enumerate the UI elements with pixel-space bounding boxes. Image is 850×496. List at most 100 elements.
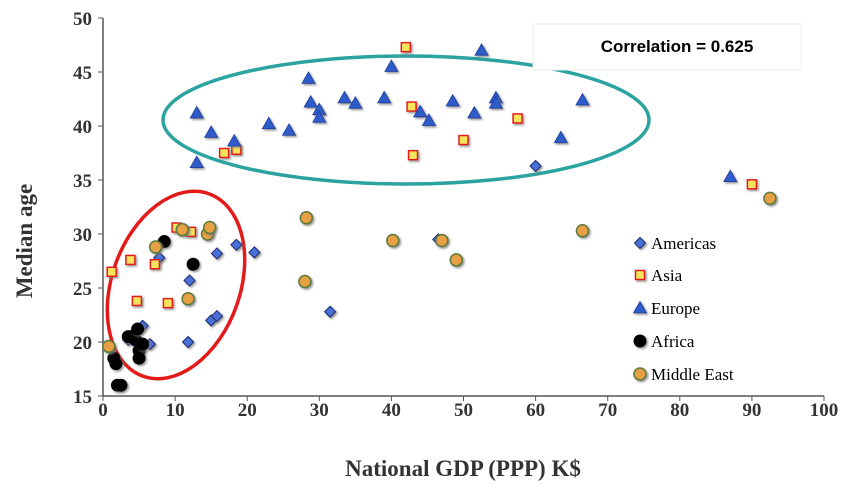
americas-point <box>323 305 337 318</box>
americas-point <box>230 238 243 252</box>
legend-marker-asia <box>634 269 646 281</box>
africa-point <box>136 337 150 351</box>
x-tick-label: 80 <box>670 400 689 421</box>
asia-point <box>162 297 174 309</box>
asia-point <box>746 179 758 190</box>
legend-label-asia: Asia <box>651 266 683 285</box>
europe-point <box>203 125 219 138</box>
middle-east-point <box>386 233 400 248</box>
x-tick-label: 90 <box>742 400 761 421</box>
x-tick-label: 60 <box>526 400 545 421</box>
legend-label-middle-east: Middle East <box>651 365 734 384</box>
middle-east-point <box>299 211 314 225</box>
correlation-annotation: Correlation = 0.625 <box>601 37 754 56</box>
legend: Americas Asia Europe Africa Middle East <box>622 224 765 394</box>
legend-label-africa: Africa <box>651 332 695 351</box>
europe-point <box>261 116 277 130</box>
y-tick-label: 15 <box>73 387 92 408</box>
developing-cluster-ellipse <box>105 189 247 381</box>
asia-point <box>406 101 417 112</box>
legend-marker-europe <box>632 300 648 314</box>
europe-point <box>467 105 482 119</box>
europe-point <box>474 43 489 56</box>
x-tick-label: 10 <box>166 400 185 421</box>
americas-point <box>210 247 224 260</box>
americas-point <box>529 159 542 173</box>
asia-point <box>407 149 419 161</box>
americas-point <box>210 309 224 323</box>
europe-point <box>189 155 204 168</box>
asia-point <box>149 258 161 270</box>
europe-point <box>227 133 242 147</box>
asia-point <box>218 147 230 159</box>
africa-point <box>132 351 146 365</box>
middle-east-point <box>435 233 449 248</box>
y-tick-label: 25 <box>73 279 92 300</box>
middle-east-point <box>181 292 195 306</box>
africa-point <box>114 378 128 392</box>
europe-point <box>301 71 316 84</box>
asia-point <box>400 41 412 53</box>
americas-point <box>181 335 195 349</box>
europe-point <box>377 90 392 104</box>
europe-point <box>348 96 363 109</box>
legend-marker-americas <box>633 236 647 250</box>
europe-point <box>445 93 460 107</box>
europe-point <box>413 104 428 118</box>
x-tick-label: 30 <box>310 400 329 421</box>
europe-point <box>723 169 738 183</box>
africa-point <box>186 257 200 271</box>
asia-point <box>512 113 523 124</box>
africa-point <box>131 322 145 336</box>
x-tick-label: 20 <box>238 400 257 421</box>
africa-point <box>109 357 123 371</box>
europe-point <box>281 123 297 136</box>
middle-east-point <box>449 253 464 267</box>
x-tick-label: 50 <box>454 400 473 421</box>
y-tick-label: 50 <box>73 9 92 30</box>
middle-east-point <box>102 339 116 354</box>
x-tick-label: 0 <box>98 400 108 421</box>
europe-cluster-ellipse <box>161 54 651 186</box>
europe-point <box>553 130 569 144</box>
asia-point <box>131 295 143 307</box>
europe-point <box>488 96 504 109</box>
europe-point <box>303 94 318 108</box>
x-axis-title: National GDP (PPP) K$ <box>345 456 581 481</box>
middle-east-point <box>298 274 312 289</box>
europe-point <box>384 59 399 72</box>
asia-point <box>125 254 136 266</box>
cluster-ellipses <box>105 54 651 381</box>
y-axis-title: Median age <box>12 184 37 298</box>
y-tick-label: 40 <box>73 117 92 138</box>
americas-point <box>183 274 196 287</box>
y-tick-label: 30 <box>73 225 92 246</box>
europe-point <box>575 92 590 106</box>
legend-marker-middle-east <box>633 367 647 381</box>
y-tick-label: 35 <box>73 171 92 192</box>
data-points <box>102 41 777 392</box>
middle-east-point <box>175 222 190 237</box>
x-tick-label: 40 <box>382 400 401 421</box>
y-tick-label: 45 <box>73 63 92 84</box>
x-tick-label: 70 <box>598 400 617 421</box>
europe-point <box>421 113 437 126</box>
middle-east-point <box>763 191 777 206</box>
tick-labels: 0 10 20 30 40 50 60 70 80 90 100 15 20 25 30 35 40 45 50 <box>73 9 838 421</box>
asia-point <box>231 144 242 156</box>
asia-point <box>458 134 469 146</box>
legend-marker-africa <box>633 334 647 348</box>
correlation-box: Correlation = 0.625 <box>532 23 802 71</box>
y-tick-label: 20 <box>73 333 92 354</box>
europe-point <box>337 90 352 104</box>
x-tick-label: 100 <box>810 400 839 421</box>
middle-east-point <box>148 240 163 254</box>
legend-label-europe: Europe <box>651 299 700 318</box>
legend-label-americas: Americas <box>651 234 716 253</box>
europe-point <box>189 105 204 119</box>
americas-point <box>248 246 261 259</box>
europe-point <box>312 110 327 123</box>
middle-east-point <box>575 224 590 238</box>
middle-east-point <box>202 220 217 235</box>
